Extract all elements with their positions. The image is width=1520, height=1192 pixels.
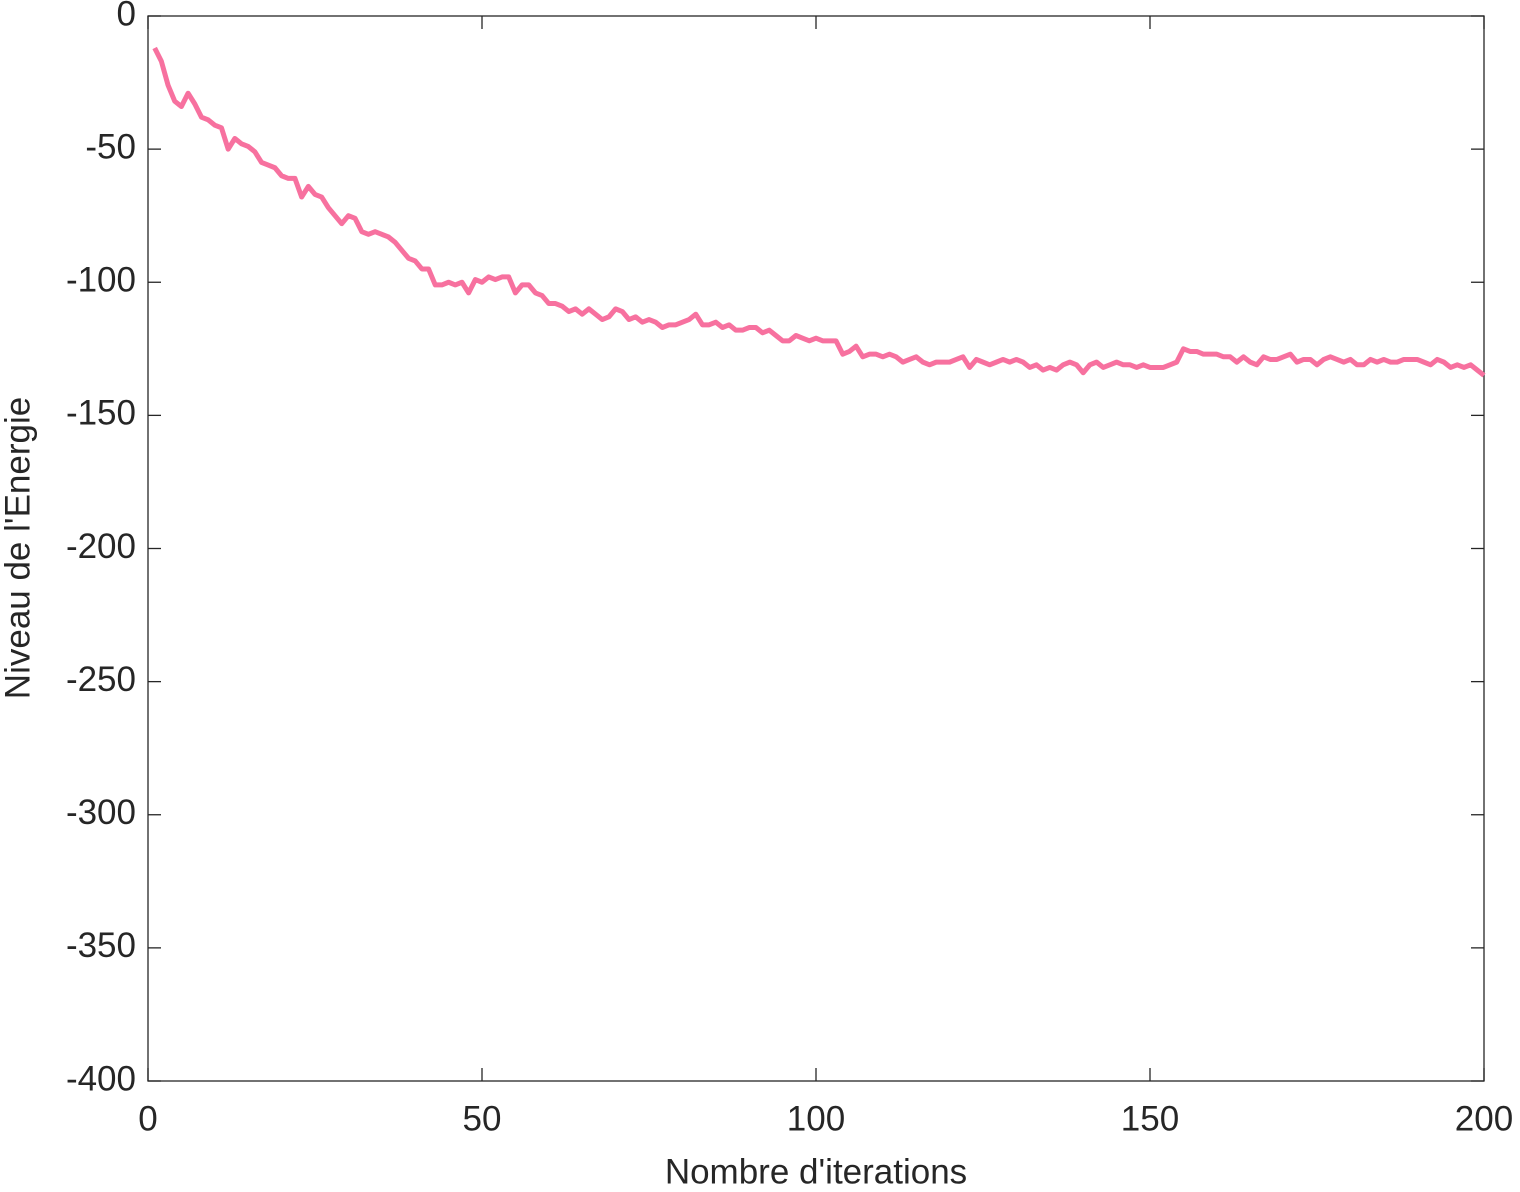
y-tick-label: -300 (66, 793, 136, 832)
y-tick-label: 0 (117, 0, 136, 33)
plot-frame (147, 15, 1485, 1082)
x-tick-label: 150 (1121, 1099, 1179, 1138)
y-tick-label: -250 (66, 660, 136, 699)
x-tick-label: 100 (787, 1099, 845, 1138)
y-tick-label: -350 (66, 926, 136, 965)
x-axis-label: Nombre d'iterations (665, 1152, 967, 1191)
y-axis-label: Niveau de l'Energie (0, 397, 37, 699)
y-tick-label: -400 (66, 1059, 136, 1098)
x-tick-label: 50 (463, 1099, 502, 1138)
x-tick-label: 0 (138, 1099, 157, 1138)
y-tick-label: -150 (66, 394, 136, 433)
y-tick-label: -50 (85, 127, 136, 166)
y-tick-label: -100 (66, 261, 136, 300)
data-line (152, 46, 1486, 378)
y-tick-label: -200 (66, 527, 136, 566)
x-tick-label: 200 (1455, 1099, 1513, 1138)
